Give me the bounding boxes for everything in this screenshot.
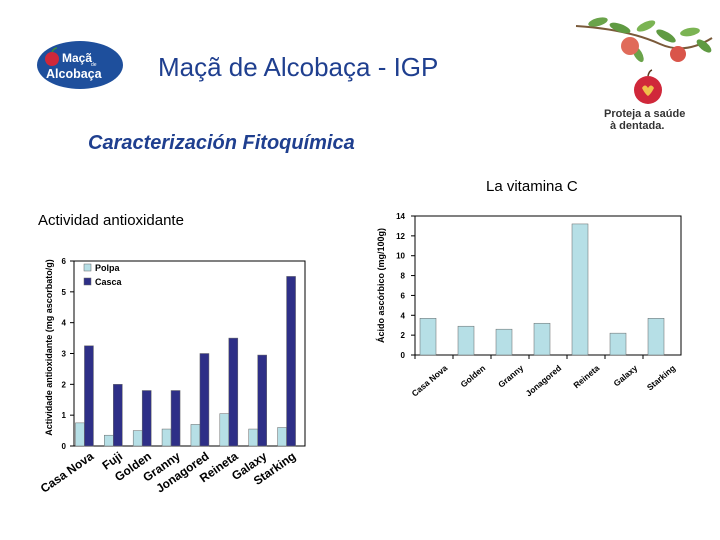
y-axis-label: Actividade antioxidante (mg ascorbato/g) bbox=[44, 259, 54, 436]
apple-icon bbox=[45, 52, 59, 66]
x-tick-label: Golden bbox=[458, 363, 487, 389]
bar-vitamin-c bbox=[571, 223, 589, 356]
bar-casca bbox=[199, 353, 210, 447]
bar-polpa bbox=[75, 422, 85, 447]
x-tick-label: Reineta bbox=[571, 363, 601, 391]
y-tick-label: 6 bbox=[62, 257, 67, 266]
y-tick-label: 4 bbox=[62, 319, 67, 328]
y-tick-label: 3 bbox=[62, 350, 67, 359]
section-subtitle: Caracterización Fitoquímica bbox=[88, 132, 355, 154]
bar-casca bbox=[228, 337, 239, 447]
bar-polpa bbox=[161, 428, 172, 447]
y-axis-label: Ácido ascórbico (mg/100g) bbox=[376, 228, 386, 343]
y-tick-label: 6 bbox=[401, 291, 406, 300]
antioxidant-heading: Actividad antioxidante bbox=[38, 212, 184, 229]
y-tick-label: 1 bbox=[62, 411, 67, 420]
bar-vitamin-c bbox=[457, 325, 475, 356]
y-tick-label: 14 bbox=[396, 212, 405, 221]
bar-casca bbox=[113, 384, 123, 447]
bar-vitamin-c bbox=[609, 332, 627, 356]
y-tick-label: 10 bbox=[396, 252, 405, 261]
page-title: Maçã de Alcobaça - IGP bbox=[158, 52, 439, 82]
legend-swatch-polpa bbox=[83, 263, 92, 272]
legend-swatch-casca bbox=[83, 277, 92, 286]
y-tick-label: 0 bbox=[401, 351, 406, 360]
logo-text-maca: Maçã bbox=[62, 51, 92, 65]
tagline-line-1: Proteja a saúde bbox=[604, 108, 686, 120]
tagline: Proteja a saúde à dentada. bbox=[604, 108, 685, 132]
bar-casca bbox=[257, 354, 267, 447]
x-tick-label: Galaxy bbox=[611, 363, 639, 389]
x-tick-label: Jonagored bbox=[524, 363, 564, 399]
x-tick-label: Starking bbox=[645, 363, 677, 393]
y-tick-label: 8 bbox=[401, 272, 406, 281]
x-tick-label: Casa Nova bbox=[410, 363, 450, 399]
bar-polpa bbox=[104, 434, 114, 447]
bar-polpa bbox=[132, 430, 143, 447]
bar-polpa bbox=[219, 413, 230, 447]
legend-label-casca: Casca bbox=[95, 277, 123, 287]
y-tick-label: 5 bbox=[62, 288, 67, 297]
plot-frame bbox=[73, 260, 306, 447]
logo-text-alcobaca: Alcobaça bbox=[46, 67, 103, 81]
bar-polpa bbox=[190, 424, 201, 447]
bar-casca bbox=[170, 390, 181, 447]
y-tick-label: 0 bbox=[62, 442, 67, 451]
apple-branch-illustration bbox=[575, 17, 713, 104]
tagline-line-2: à dentada. bbox=[610, 120, 665, 132]
x-tick-label: Granny bbox=[496, 363, 525, 390]
bar-casca bbox=[141, 390, 152, 447]
logo-text-de: de bbox=[91, 62, 97, 68]
bar-vitamin-c bbox=[647, 318, 665, 356]
bar-vitamin-c bbox=[495, 328, 513, 356]
bar-polpa bbox=[277, 427, 287, 447]
bar-polpa bbox=[248, 428, 258, 447]
x-tick-label: Casa Nova bbox=[38, 449, 97, 496]
vitamin-c-heading: La vitamina C bbox=[486, 178, 578, 195]
bar-casca bbox=[84, 345, 94, 447]
bar-vitamin-c bbox=[419, 318, 437, 356]
y-tick-label: 12 bbox=[396, 232, 405, 241]
y-tick-label: 2 bbox=[62, 380, 67, 389]
bar-vitamin-c bbox=[533, 322, 551, 356]
bar-casca bbox=[286, 276, 296, 447]
maca-de-alcobaca-logo: Maçã de Alcobaça bbox=[37, 41, 123, 89]
y-tick-label: 4 bbox=[401, 311, 406, 320]
legend-label-polpa: Polpa bbox=[95, 263, 120, 273]
y-tick-label: 2 bbox=[401, 331, 406, 340]
